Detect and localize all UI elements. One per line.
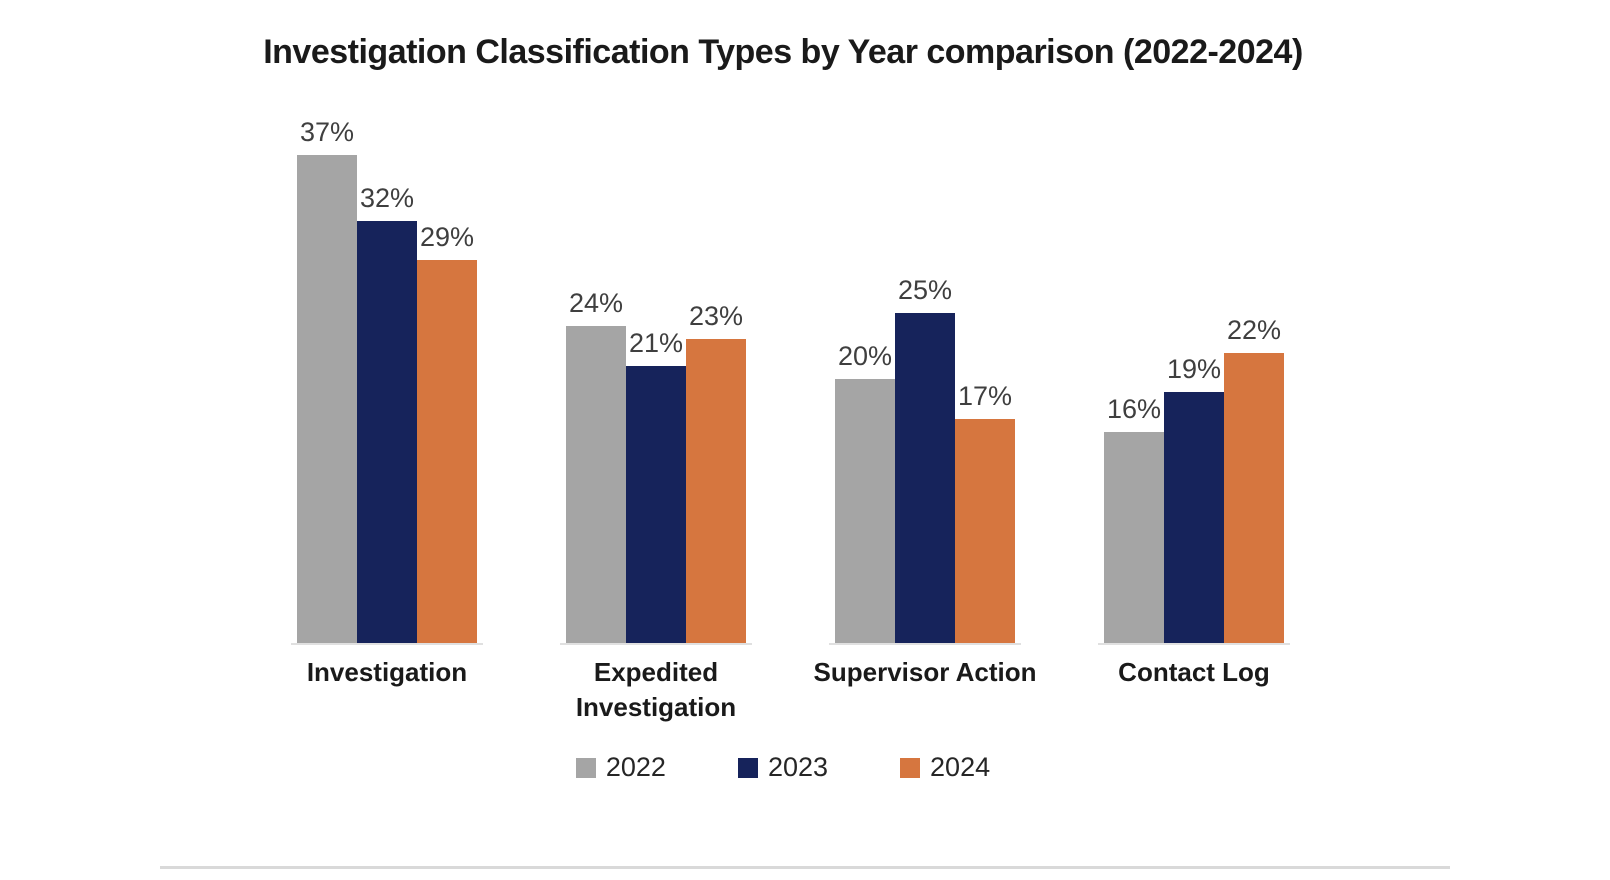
value-label-2022-investigation: 37%	[299, 117, 355, 147]
bar-2024-supervisor-action	[955, 419, 1015, 643]
chart-title: Investigation Classification Types by Ye…	[263, 33, 1303, 71]
bar-2024-contact-log	[1224, 353, 1284, 643]
value-label-2022-contact-log: 16%	[1106, 394, 1162, 424]
bar-column-2022-investigation: 37%	[297, 117, 357, 643]
category-label-investigation: Investigation	[306, 657, 468, 687]
legend-label-2023: 2023	[767, 752, 829, 782]
legend-item-2022: 2022	[575, 752, 666, 783]
legend-label-2024: 2024	[930, 752, 991, 782]
legend-item-2024: 2024	[900, 752, 990, 783]
legend-swatch-2022	[575, 757, 596, 778]
bar-column-2023-expedited-investigation: 21%	[626, 328, 686, 643]
plot-area: 37% 32% 29% Investigation 24% 21% 23% Expedited…	[291, 83, 1290, 722]
legend: 2022 2023 2024	[0, 752, 1566, 783]
baseline-contact-log	[1098, 643, 1290, 645]
bar-2022-expedited-investigation	[566, 326, 626, 643]
legend-swatch-2024	[900, 757, 921, 778]
category-label-contact-log: Contact Log	[1118, 657, 1270, 687]
category-label-expedited-investigation: Expedited Investigation	[575, 657, 737, 723]
bar-group-contact-log: 16% 19% 22%	[1104, 83, 1284, 643]
value-label-2022-expedited-investigation: 24%	[568, 288, 624, 318]
bar-column-2022-supervisor-action: 20%	[835, 341, 895, 643]
baseline-investigation	[291, 643, 483, 645]
bar-group-expedited-investigation: 24% 21% 23%	[566, 83, 746, 643]
bar-2023-supervisor-action	[895, 313, 955, 643]
bottom-divider	[160, 866, 1450, 869]
value-label-2022-supervisor-action: 20%	[837, 341, 893, 371]
bar-2024-expedited-investigation	[686, 339, 746, 643]
baseline-expedited-investigation	[560, 643, 752, 645]
bar-2023-contact-log	[1164, 392, 1224, 643]
bar-column-2023-supervisor-action: 25%	[895, 275, 955, 643]
bar-2023-investigation	[357, 221, 417, 643]
bar-column-2024-contact-log: 22%	[1224, 315, 1284, 643]
bar-group-supervisor-action: 20% 25% 17%	[835, 83, 1015, 643]
value-label-2024-supervisor-action: 17%	[957, 381, 1013, 411]
bar-group-investigation: 37% 32% 29%	[297, 83, 477, 643]
value-label-2024-contact-log: 22%	[1226, 315, 1282, 345]
legend-item-2023: 2023	[737, 752, 829, 783]
bar-column-2022-expedited-investigation: 24%	[566, 288, 626, 643]
bar-2024-investigation	[417, 260, 477, 643]
value-label-2023-contact-log: 19%	[1166, 354, 1222, 384]
value-label-2024-investigation: 29%	[419, 222, 475, 252]
value-label-2023-investigation: 32%	[359, 183, 415, 213]
value-label-2024-expedited-investigation: 23%	[688, 301, 744, 331]
category-label-supervisor-action: Supervisor Action	[813, 657, 1037, 687]
bar-2023-expedited-investigation	[626, 366, 686, 643]
bar-column-2024-expedited-investigation: 23%	[686, 301, 746, 643]
legend-swatch-2023	[737, 757, 758, 778]
bar-column-2022-contact-log: 16%	[1104, 394, 1164, 643]
legend-label-2022: 2022	[605, 752, 666, 782]
bar-2022-contact-log	[1104, 432, 1164, 643]
baseline-supervisor-action	[829, 643, 1021, 645]
bar-2022-supervisor-action	[835, 379, 895, 643]
bar-column-2023-contact-log: 19%	[1164, 354, 1224, 643]
value-label-2023-supervisor-action: 25%	[897, 275, 953, 305]
value-label-2023-expedited-investigation: 21%	[628, 328, 684, 358]
bar-column-2024-investigation: 29%	[417, 222, 477, 643]
bar-column-2024-supervisor-action: 17%	[955, 381, 1015, 643]
bar-2022-investigation	[297, 155, 357, 643]
bar-column-2023-investigation: 32%	[357, 183, 417, 643]
